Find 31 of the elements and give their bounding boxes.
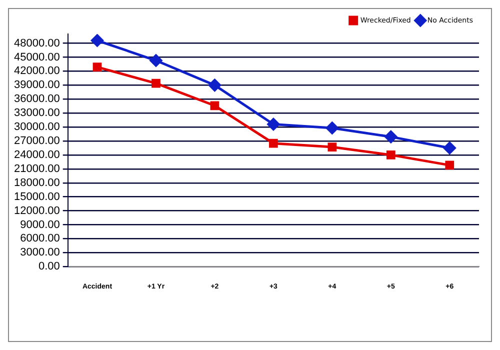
y-tick-label: 42000.00 bbox=[14, 65, 60, 78]
y-tick-label: 18000.00 bbox=[14, 176, 60, 189]
y-tick-label: 30000.00 bbox=[14, 121, 60, 134]
point bbox=[328, 142, 337, 152]
point bbox=[92, 62, 102, 72]
y-tick-label: 3000.00 bbox=[20, 246, 60, 259]
y-tick-label: 0.00 bbox=[38, 260, 60, 273]
y-tick-label: 24000.00 bbox=[14, 148, 60, 161]
y-tick-label: 21000.00 bbox=[14, 162, 60, 175]
point bbox=[267, 118, 280, 130]
y-tick-label: 36000.00 bbox=[14, 93, 60, 106]
y-tick-label: 27000.00 bbox=[14, 135, 60, 148]
point bbox=[326, 122, 338, 134]
y-tick-label: 33000.00 bbox=[14, 107, 60, 120]
point bbox=[443, 142, 456, 154]
y-tick-label: 9000.00 bbox=[20, 218, 60, 231]
point bbox=[384, 130, 398, 144]
point bbox=[152, 78, 160, 88]
point bbox=[210, 101, 220, 110]
y-tick-label: 6000.00 bbox=[20, 232, 60, 245]
point bbox=[208, 78, 221, 92]
point bbox=[269, 138, 278, 148]
y-tick-label: 39000.00 bbox=[14, 79, 60, 92]
point bbox=[150, 54, 162, 67]
point bbox=[386, 150, 396, 160]
y-tick-label: 48000.00 bbox=[14, 37, 60, 50]
y-tick-label: 15000.00 bbox=[14, 190, 60, 203]
y-tick-label: 12000.00 bbox=[14, 204, 60, 217]
y-tick-label: 45000.00 bbox=[14, 51, 60, 64]
point bbox=[90, 34, 104, 47]
point bbox=[445, 160, 454, 170]
